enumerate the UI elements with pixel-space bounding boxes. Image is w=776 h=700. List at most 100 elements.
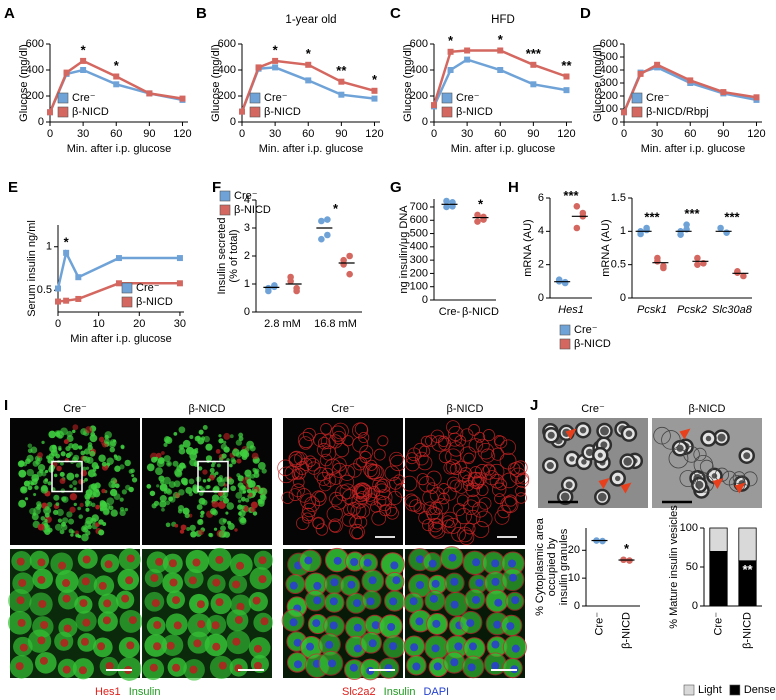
data-point bbox=[654, 61, 661, 68]
granule-core bbox=[615, 475, 621, 482]
membrane bbox=[467, 494, 480, 508]
signal bbox=[31, 513, 39, 521]
nucleus bbox=[150, 573, 159, 582]
signal bbox=[84, 477, 88, 482]
data-point bbox=[371, 87, 378, 94]
nucleus bbox=[368, 639, 377, 648]
membrane bbox=[304, 496, 320, 512]
signal bbox=[37, 464, 46, 472]
nucleus bbox=[62, 594, 71, 603]
x-tick-label: 0 bbox=[47, 128, 53, 140]
significance: * bbox=[114, 58, 120, 73]
signal bbox=[84, 499, 91, 506]
nucleus bbox=[15, 662, 24, 671]
panel-label: J bbox=[530, 397, 538, 414]
y-tick-label: 700 bbox=[410, 201, 428, 213]
membrane bbox=[355, 483, 373, 500]
signal bbox=[119, 497, 124, 502]
signal bbox=[182, 480, 188, 486]
legend-swatch bbox=[219, 190, 231, 202]
nucleus bbox=[212, 578, 221, 587]
nucleus bbox=[293, 638, 302, 647]
data-point bbox=[621, 109, 627, 116]
x-tick-label: 60 bbox=[684, 128, 696, 140]
membrane bbox=[377, 435, 389, 447]
nucleus bbox=[349, 663, 358, 672]
signal bbox=[253, 489, 258, 494]
membrane bbox=[428, 521, 444, 537]
vesicle bbox=[722, 470, 737, 486]
signal bbox=[27, 443, 33, 449]
signal bbox=[113, 493, 121, 500]
vesicle bbox=[653, 426, 671, 445]
signal bbox=[188, 478, 195, 485]
membrane bbox=[454, 480, 469, 494]
signal bbox=[250, 501, 258, 509]
signal bbox=[37, 452, 43, 458]
y-tick-label: 0 bbox=[422, 294, 428, 306]
signal bbox=[73, 487, 77, 491]
series-line bbox=[432, 49, 567, 106]
membrane bbox=[302, 502, 317, 518]
data-point bbox=[346, 252, 353, 260]
signal bbox=[85, 530, 91, 536]
data-point bbox=[654, 254, 661, 262]
signal bbox=[253, 472, 260, 478]
membrane bbox=[379, 504, 392, 517]
signal bbox=[66, 430, 73, 438]
signal bbox=[119, 509, 126, 516]
signal bbox=[75, 462, 82, 468]
granule-core bbox=[743, 452, 751, 460]
signal bbox=[74, 473, 79, 478]
data-point bbox=[55, 285, 61, 292]
significance: * bbox=[372, 72, 378, 87]
membrane bbox=[371, 510, 387, 526]
membrane bbox=[494, 509, 510, 525]
signal bbox=[210, 463, 215, 468]
signal bbox=[189, 458, 198, 467]
panel-label: B bbox=[196, 5, 207, 22]
membrane bbox=[476, 484, 489, 497]
arrow bbox=[734, 482, 746, 494]
signal bbox=[223, 432, 231, 440]
x-tick-label: 0 bbox=[239, 128, 245, 140]
data-point bbox=[338, 78, 345, 85]
membrane bbox=[328, 434, 343, 449]
micrograph bbox=[277, 418, 410, 545]
legend-label: Cre⁻ bbox=[646, 92, 670, 104]
y-axis-label: (% of total) bbox=[228, 229, 240, 282]
series-line bbox=[622, 63, 757, 113]
signal bbox=[160, 451, 165, 455]
nucleus bbox=[17, 618, 26, 627]
significance: * bbox=[624, 541, 630, 556]
signal bbox=[165, 436, 173, 445]
signal bbox=[119, 506, 125, 512]
signal bbox=[174, 469, 183, 478]
bar-segment bbox=[709, 551, 728, 607]
membrane bbox=[352, 436, 369, 453]
signal bbox=[226, 502, 235, 510]
membrane bbox=[468, 438, 483, 453]
signal bbox=[71, 443, 79, 451]
y-tick-label: 600 bbox=[410, 38, 428, 50]
nucleus bbox=[79, 599, 88, 608]
nucleus bbox=[82, 618, 91, 627]
signal bbox=[240, 517, 247, 524]
column-label: Cre⁻ bbox=[331, 403, 355, 415]
y-tick-label: 1.5 bbox=[611, 192, 626, 204]
granule-core bbox=[623, 457, 632, 466]
signal bbox=[248, 492, 253, 497]
nucleus bbox=[389, 642, 398, 651]
nucleus bbox=[431, 579, 440, 588]
membrane bbox=[493, 434, 505, 446]
nucleus bbox=[104, 560, 113, 569]
signal bbox=[56, 465, 62, 472]
nucleus bbox=[450, 577, 459, 586]
signal bbox=[192, 448, 197, 453]
nucleus bbox=[432, 619, 441, 628]
granule-core bbox=[600, 426, 609, 436]
signal bbox=[184, 513, 190, 519]
nucleus bbox=[450, 658, 459, 667]
signal bbox=[163, 488, 168, 492]
